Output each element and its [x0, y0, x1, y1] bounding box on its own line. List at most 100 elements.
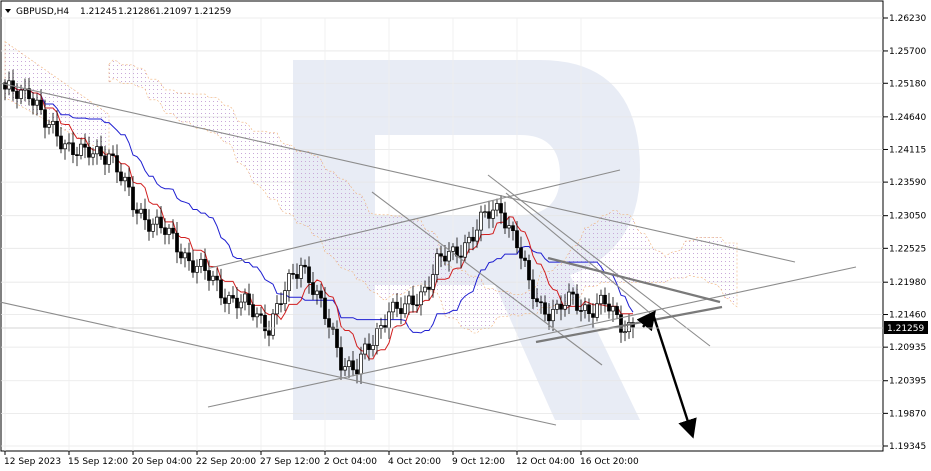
candle	[599, 289, 603, 315]
candle-body	[275, 303, 279, 315]
candle-body	[251, 304, 255, 318]
candle-body	[391, 301, 395, 313]
candle-body	[451, 246, 455, 252]
candle	[279, 292, 283, 313]
triangle-top-line	[547, 256, 721, 304]
candle-body	[415, 304, 419, 307]
candle	[263, 304, 267, 339]
candle-body	[3, 82, 7, 90]
candle	[351, 350, 355, 377]
price-axis: 1.26230 1.25700 1.25180 1.24640 1.24115 1.235…	[883, 14, 926, 452]
candle	[311, 271, 315, 300]
candle-body	[167, 227, 171, 235]
candle-body	[547, 313, 551, 322]
candle-body	[627, 322, 631, 333]
forecast-arrows	[636, 310, 697, 439]
candle	[207, 260, 211, 291]
candle-body	[103, 155, 107, 165]
candle-body	[147, 219, 151, 232]
candle-body	[411, 295, 415, 306]
time-axis: 12 Sep 2023 15 Sep 12:00 20 Sep 04:00 22 Se…	[4, 451, 639, 467]
candle-body	[51, 120, 55, 125]
candle-body	[427, 286, 431, 290]
candle	[559, 295, 563, 321]
candle-body	[531, 279, 535, 300]
candle-body	[159, 216, 163, 229]
candle	[155, 209, 159, 236]
candle	[271, 308, 275, 340]
candle-body	[183, 252, 187, 259]
candle-body	[423, 286, 427, 293]
candle-body	[171, 227, 175, 234]
candle-body	[219, 279, 223, 299]
candle-body	[123, 176, 127, 182]
candle-body	[231, 295, 235, 299]
candle	[183, 247, 187, 268]
candle	[171, 219, 175, 240]
candle-body	[235, 297, 239, 309]
candle	[543, 295, 547, 322]
candle-body	[215, 275, 219, 281]
candle	[491, 200, 495, 228]
candle-body	[375, 328, 379, 346]
candle-body	[279, 303, 283, 305]
candle-body	[355, 369, 359, 375]
candle	[467, 231, 471, 254]
candle-body	[223, 297, 227, 304]
candle	[339, 336, 343, 380]
candle-body	[267, 330, 271, 336]
candle	[151, 218, 155, 238]
candle-body	[543, 302, 547, 315]
trend-line-fan-2	[487, 174, 711, 347]
forecast-arrow-decline	[651, 313, 697, 439]
candle-body	[319, 290, 323, 299]
candle-body	[591, 313, 595, 318]
candle	[199, 252, 203, 274]
candle	[495, 198, 499, 217]
candle	[415, 293, 419, 313]
current-price-tag: 1.21259	[884, 321, 928, 334]
low-value: 1.21097	[155, 7, 192, 17]
candle	[451, 243, 455, 261]
candle-body	[599, 294, 603, 305]
candle-body	[271, 313, 275, 336]
candle	[343, 357, 347, 376]
candle	[43, 99, 47, 139]
candle-body	[163, 227, 167, 235]
candle	[371, 335, 375, 357]
candle-body	[119, 171, 123, 182]
price-tick-label: 1.23590	[889, 178, 926, 188]
candle-body	[503, 212, 507, 229]
candle	[531, 269, 535, 309]
candle-body	[347, 360, 351, 367]
candle-body	[87, 146, 91, 158]
candle-body	[323, 297, 327, 319]
candle	[499, 195, 503, 225]
candle	[95, 139, 99, 165]
candle-body	[447, 250, 451, 262]
candle	[307, 256, 311, 294]
time-tick-label: 4 Oct 20:00	[388, 457, 441, 467]
candle	[535, 288, 539, 307]
candle	[107, 149, 111, 173]
candle-body	[99, 146, 103, 157]
candle-body	[607, 303, 611, 312]
trend-line-rising-channel-bottom	[207, 266, 857, 408]
dropdown-triangle-icon[interactable]	[5, 9, 11, 13]
candle	[515, 221, 519, 254]
time-tick-label: 16 Oct 20:00	[580, 457, 639, 467]
candle-body	[551, 309, 555, 322]
candle	[203, 248, 207, 280]
candle-body	[27, 88, 31, 100]
time-tick-label: 27 Sep 12:00	[260, 457, 320, 467]
time-tick-label: 15 Sep 12:00	[68, 457, 128, 467]
candle-body	[139, 208, 143, 214]
candle-body	[107, 153, 111, 165]
candle	[487, 200, 491, 229]
candle-body	[91, 153, 95, 158]
candle-body	[383, 325, 387, 329]
candle-body	[131, 186, 135, 211]
candle-body	[83, 143, 87, 148]
candle-body	[19, 89, 23, 99]
